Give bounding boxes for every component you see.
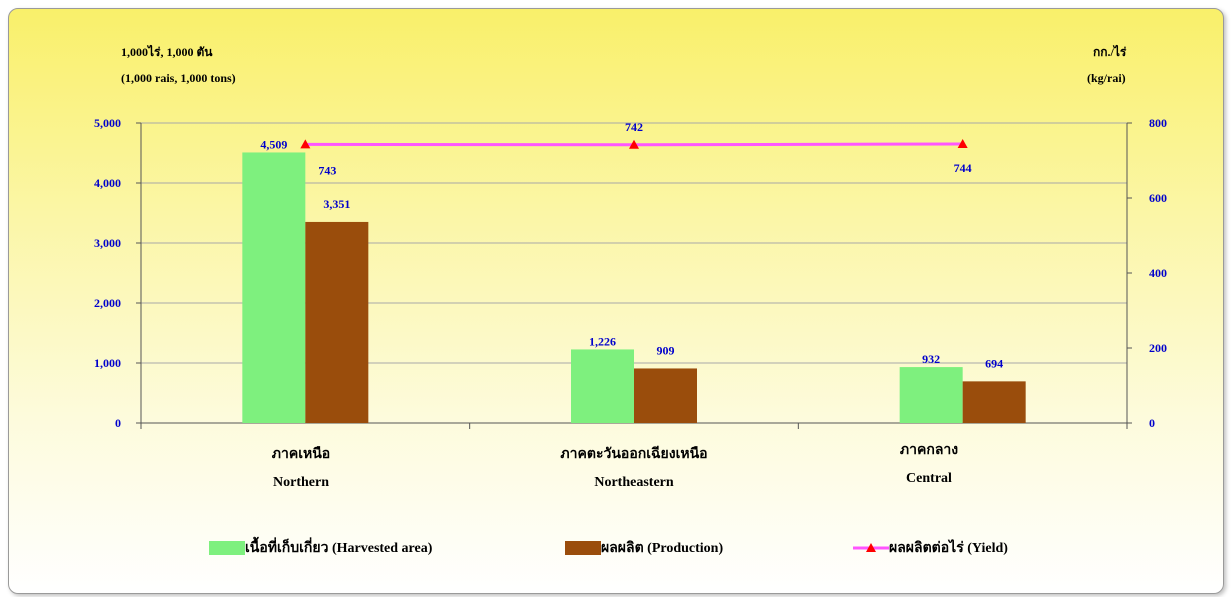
bar-production	[962, 381, 1026, 423]
region-english-northeastern: Northeastern	[594, 475, 674, 490]
region-thai-northern: ภาคเหนือ	[271, 447, 331, 462]
data-label-yield: 744	[954, 161, 972, 175]
right-unit-thai: กก./ไร่	[1093, 45, 1127, 59]
data-label-harvested-area: 4,509	[260, 137, 287, 151]
region-english-northern: Northern	[273, 475, 329, 490]
right-axis-tick-label: 0	[1149, 416, 1155, 430]
left-axis-tick-label: 4,000	[94, 176, 121, 190]
data-label-yield: 742	[625, 120, 643, 134]
chart-frame: 1,000ไร่, 1,000 ตัน (1,000 rais, 1,000 t…	[8, 8, 1224, 594]
legend-item-yield: ผลผลิตต่อไร่ (Yield)	[853, 537, 1008, 559]
bar-production	[305, 221, 369, 423]
data-label-harvested-area: 1,226	[589, 334, 616, 348]
legend-label-area: เนื้อที่เก็บเกี่ยว (Harvested area)	[245, 541, 433, 556]
data-label-production: 909	[657, 343, 675, 357]
bar-harvested-area	[242, 152, 306, 423]
region-english-central: Central	[906, 471, 952, 486]
data-label-production: 694	[985, 356, 1003, 370]
yield-marker	[629, 139, 639, 149]
legend-swatch-area	[209, 541, 245, 555]
legend-item-area: เนื้อที่เก็บเกี่ยว (Harvested area)	[209, 537, 432, 559]
legend-item-production: ผลผลิต (Production)	[565, 537, 723, 559]
yield-marker	[957, 139, 968, 148]
left-axis-tick-label: 2,000	[94, 296, 121, 310]
region-thai-northeastern: ภาคตะวันออกเฉียงเหนือ	[560, 447, 708, 462]
legend-label-yield: ผลผลิตต่อไร่ (Yield)	[889, 541, 1008, 556]
left-unit-english: (1,000 rais, 1,000 tons)	[121, 71, 236, 85]
right-axis-tick-label: 800	[1149, 116, 1167, 130]
legend-marker-yield	[853, 543, 889, 552]
left-axis-tick-label: 1,000	[94, 356, 121, 370]
yield-marker	[300, 139, 311, 149]
right-axis-tick-label: 400	[1149, 266, 1167, 280]
left-unit-thai: 1,000ไร่, 1,000 ตัน	[121, 45, 213, 59]
bar-production	[634, 368, 697, 423]
bar-harvested-area	[571, 349, 634, 423]
right-axis-tick-label: 600	[1149, 191, 1167, 205]
legend-swatch-production	[565, 541, 601, 555]
bar-harvested-area	[899, 367, 963, 423]
legend-label-production: ผลผลิต (Production)	[601, 541, 724, 556]
left-axis-tick-label: 3,000	[94, 236, 121, 250]
left-axis-tick-label: 0	[115, 416, 121, 430]
right-unit-english: (kg/rai)	[1087, 71, 1126, 85]
data-label-production: 3,351	[323, 197, 350, 211]
data-label-yield: 743	[318, 163, 336, 177]
right-axis-tick-label: 200	[1149, 341, 1167, 355]
left-axis-tick-label: 5,000	[94, 116, 121, 130]
data-label-harvested-area: 932	[922, 352, 940, 366]
chart-plot: 0 1,000 2,000 3,000 4,000 5,000 0 200 400 600 800 4…	[94, 116, 1167, 430]
region-thai-central: ภาคกลาง	[899, 443, 959, 458]
